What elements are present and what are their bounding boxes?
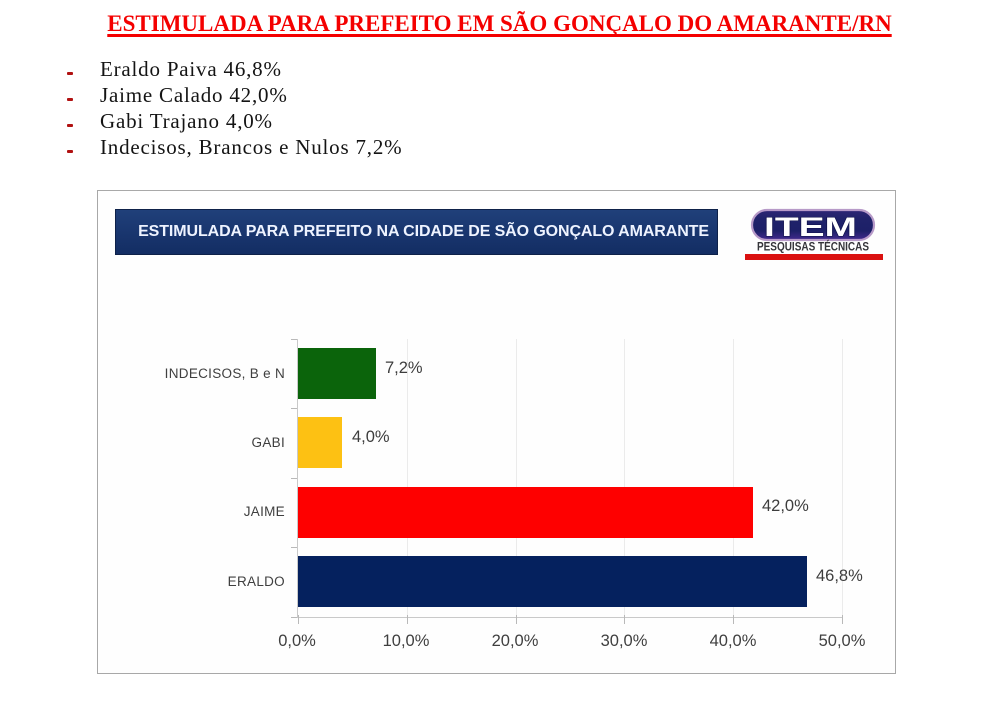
svg-text:ITEM: ITEM: [764, 212, 857, 242]
svg-text:PESQUISAS TÉCNICAS: PESQUISAS TÉCNICAS: [757, 241, 869, 254]
